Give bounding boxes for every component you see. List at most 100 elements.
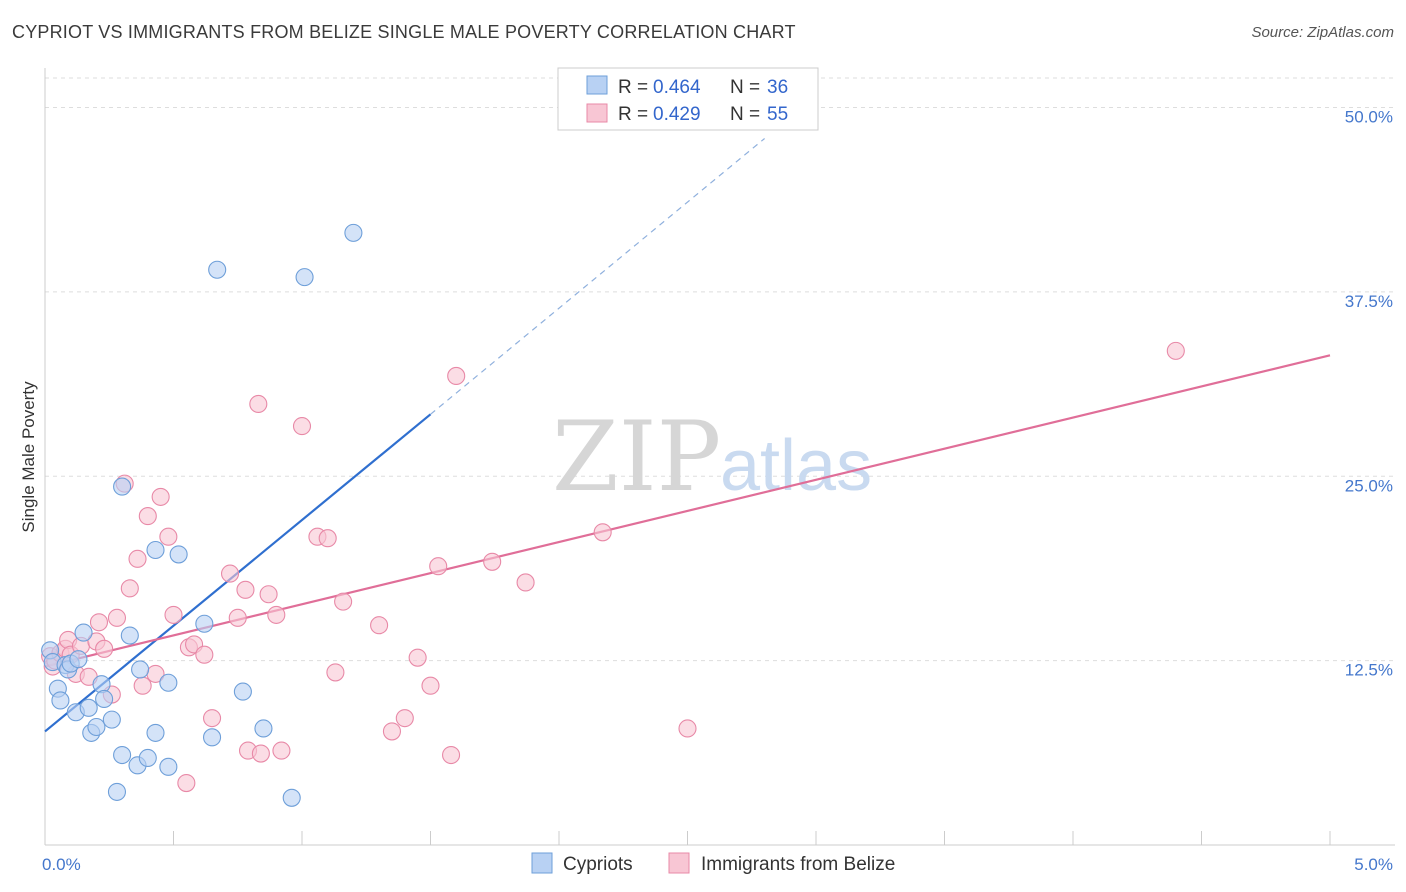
legend-r-value-1: 0.464 <box>653 77 701 98</box>
point-belize <box>516 573 535 592</box>
watermark: ZIP atlas <box>552 401 872 513</box>
point-belize <box>326 663 345 682</box>
x-tick-label: 0.0% <box>42 855 81 874</box>
point-cypriots <box>79 698 98 717</box>
point-belize <box>203 709 222 728</box>
point-cypriots <box>146 540 165 560</box>
point-cypriots <box>102 710 121 729</box>
legend-swatch-belize <box>586 103 608 123</box>
point-belize <box>447 366 466 386</box>
watermark-atlas: atlas <box>720 426 872 506</box>
point-belize <box>236 580 255 599</box>
point-belize <box>249 394 268 414</box>
point-belize <box>107 608 127 627</box>
point-belize <box>442 745 461 765</box>
bottom-legend-label-belize: Immigrants from Belize <box>701 854 895 875</box>
grid-lines <box>45 77 1395 662</box>
point-belize <box>395 709 414 728</box>
x-tick-label: 5.0% <box>1354 855 1393 874</box>
point-belize <box>159 527 178 546</box>
point-cypriots <box>254 719 273 738</box>
y-tick-label: 12.5% <box>1345 661 1393 680</box>
point-cypriots <box>159 757 178 776</box>
source-label: Source: ZipAtlas.com <box>1251 24 1394 41</box>
y-tick-labels: 12.5% 25.0% 37.5% 50.0% <box>1345 108 1393 680</box>
point-belize <box>370 616 389 635</box>
point-cypriots <box>295 268 314 287</box>
point-belize <box>259 585 278 604</box>
legend-n-label-1: N = <box>730 77 760 98</box>
legend-r-value-2: 0.429 <box>653 104 701 125</box>
point-cypriots <box>138 748 157 768</box>
axes <box>44 68 1395 846</box>
point-belize <box>593 523 612 542</box>
legend-swatch-cypriots <box>586 75 608 95</box>
point-cypriots <box>69 650 88 669</box>
point-cypriots <box>146 723 165 742</box>
point-belize <box>1166 341 1185 360</box>
point-belize <box>195 645 214 664</box>
y-tick-label: 37.5% <box>1345 292 1393 311</box>
point-belize <box>151 487 170 506</box>
point-belize <box>177 773 196 793</box>
point-belize <box>272 741 291 760</box>
point-cypriots <box>159 673 178 692</box>
point-cypriots <box>131 660 150 679</box>
legend-n-value-1: 36 <box>767 77 788 98</box>
point-belize <box>128 549 147 568</box>
bottom-legend: Cypriots Immigrants from Belize <box>531 852 895 875</box>
trend-line-belize <box>44 354 1331 668</box>
top-legend: R = 0.464 N = 36 R = 0.429 N = 55 <box>557 67 819 131</box>
point-cypriots <box>195 614 214 633</box>
bottom-legend-label-cypriots: Cypriots <box>563 854 633 875</box>
bottom-legend-swatch-belize <box>668 852 690 874</box>
point-belize <box>251 744 270 763</box>
point-cypriots <box>169 545 188 564</box>
point-cypriots <box>233 682 252 701</box>
point-cypriots <box>95 689 114 709</box>
y-tick-label: 25.0% <box>1345 476 1393 495</box>
point-belize <box>89 613 109 632</box>
point-belize <box>228 608 247 627</box>
point-belize <box>164 605 183 624</box>
point-cypriots <box>203 728 222 747</box>
point-belize <box>678 719 697 738</box>
point-cypriots <box>74 623 93 642</box>
point-belize <box>429 557 448 576</box>
legend-r-label-1: R = <box>618 77 648 98</box>
chart-title: CYPRIOT VS IMMIGRANTS FROM BELIZE SINGLE… <box>12 22 796 42</box>
point-belize <box>408 648 427 667</box>
point-cypriots <box>208 260 227 279</box>
point-belize <box>138 507 157 526</box>
point-belize <box>318 529 337 548</box>
point-belize <box>120 579 139 598</box>
point-cypriots <box>344 223 363 242</box>
point-belize <box>334 592 353 611</box>
x-tick-labels: 0.0% 5.0% <box>42 855 1393 874</box>
point-cypriots <box>282 788 301 807</box>
y-tick-label: 50.0% <box>1345 108 1393 127</box>
legend-r-label-2: R = <box>618 104 648 125</box>
point-belize <box>220 564 240 583</box>
point-belize <box>95 639 114 658</box>
legend-n-label-2: N = <box>730 104 760 125</box>
data-points <box>41 223 1185 807</box>
legend-n-value-2: 55 <box>767 104 788 125</box>
point-belize <box>382 722 402 741</box>
watermark-zip: ZIP <box>552 401 721 513</box>
point-belize <box>292 417 312 436</box>
point-cypriots <box>92 675 111 694</box>
point-cypriots <box>87 717 106 737</box>
point-cypriots <box>113 477 132 496</box>
y-axis-title: Single Male Poverty <box>19 381 38 533</box>
bottom-legend-swatch-cypriots <box>531 852 553 874</box>
point-belize <box>267 605 286 624</box>
point-cypriots <box>107 782 127 801</box>
point-belize <box>421 676 440 695</box>
point-belize <box>483 552 502 571</box>
trend-line-cypriots-extension <box>430 138 765 415</box>
point-cypriots <box>113 745 132 765</box>
point-cypriots <box>51 691 70 710</box>
point-cypriots <box>120 626 139 645</box>
